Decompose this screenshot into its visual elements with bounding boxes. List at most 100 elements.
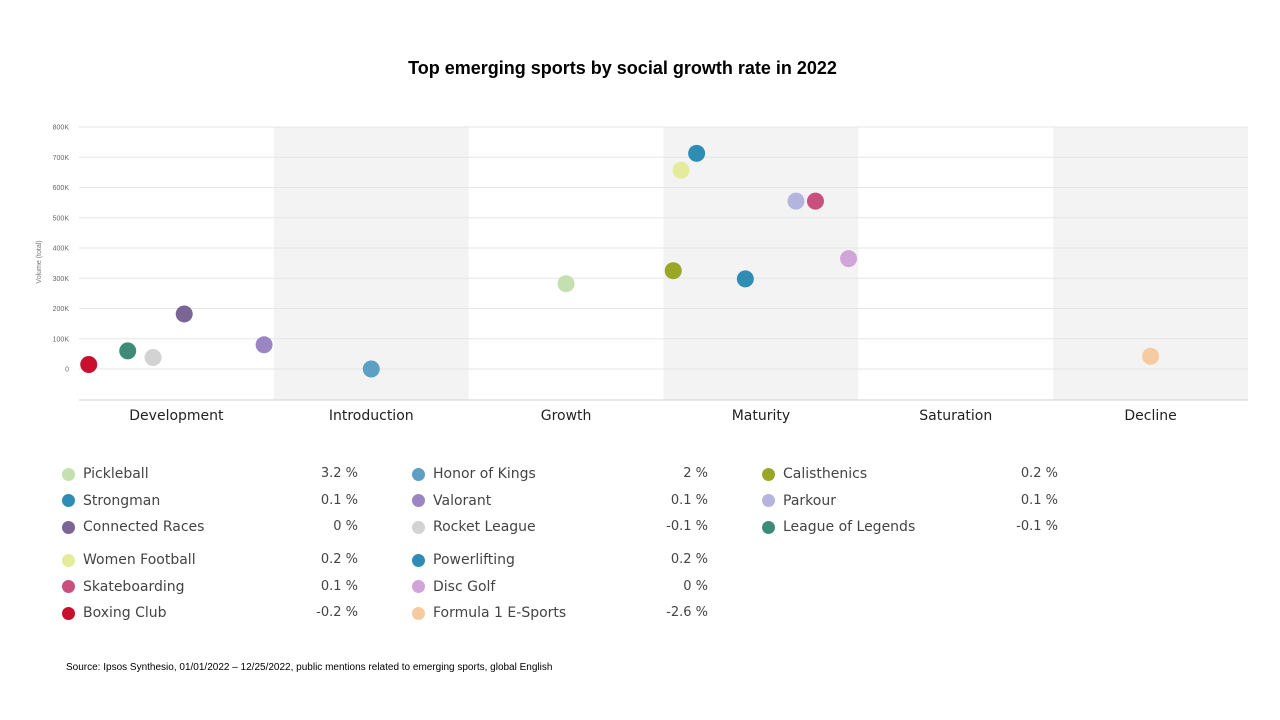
data-points [80, 144, 1160, 378]
legend-value-pickleball: 3.2 % [320, 466, 358, 481]
legend-label: Formula 1 E-Sports [433, 605, 567, 621]
point-league-of-legends [119, 342, 137, 360]
legend-label: League of Legends [783, 519, 916, 535]
stage-label-development: Development [129, 408, 224, 424]
legend-item-connected-races: Connected Races [62, 517, 204, 537]
legend-value-disc-golf: 0 % [683, 578, 708, 594]
grid-lines [79, 126, 1248, 401]
legend-value-valorant: 0.1 % [670, 492, 708, 508]
y-tick-label: 700K [53, 155, 70, 162]
legend-item-pickleball: Pickleball [62, 464, 149, 484]
legend-swatch [412, 606, 425, 620]
stage-bands [273, 127, 1248, 400]
legend-label: Disc Golf [433, 578, 496, 595]
stage-label-growth: Growth [541, 408, 592, 424]
legend-label: Honor of Kings [433, 466, 536, 482]
stage-label-introduction: Introduction [329, 408, 414, 424]
point-honor-of-kings [362, 360, 380, 378]
legend-label: Boxing Club [83, 605, 167, 621]
point-skateboarding [806, 192, 824, 210]
legend-label: Calisthenics [783, 466, 868, 482]
legend-item-parkour: Parkour [762, 491, 836, 511]
legend-value-skateboarding: 0.1 % [320, 578, 358, 594]
legend-label: Valorant [433, 492, 492, 509]
legend-swatch [62, 494, 75, 507]
y-tick-label: 600K [53, 185, 70, 192]
y-tick-label: 0 [65, 367, 69, 374]
scatter-plot: 800K 700K 600K 500K 400K 300K 200K 100K 0 Develo… [36, 125, 1248, 424]
point-disc-golf [840, 250, 858, 268]
legend-value-powerlifting: 0.2 % [670, 552, 708, 567]
legend-swatch [62, 467, 75, 481]
y-tick-label: 200K [53, 306, 70, 313]
point-boxing-club [80, 355, 98, 373]
point-calisthenics [664, 262, 682, 280]
legend-swatch [412, 580, 425, 593]
legend-value-boxing-club: -0.2 % [316, 605, 358, 620]
legend-label: Connected Races [83, 519, 205, 535]
legend-value-honor-of-kings: 2 % [683, 466, 708, 481]
y-axis-title: Volume (total) [36, 240, 43, 283]
legend-swatch [762, 520, 775, 534]
legend-swatch [762, 494, 775, 507]
legend-label: Women Football [83, 552, 196, 568]
y-tick-label: 400K [53, 246, 70, 253]
source-note: Source: Ipsos Synthesio, 01/01/2022 – 12… [66, 662, 553, 673]
legend-value-formula-1-e-sports: -2.6 % [666, 605, 708, 620]
stage-band-introduction [273, 127, 469, 400]
y-tick-label: 100K [53, 336, 70, 343]
y-tick-label: 800K [53, 125, 70, 132]
legend-value-rocket-league: -0.1 % [666, 519, 708, 534]
legend-item-powerlifting: Powerlifting [412, 550, 515, 570]
stage-band-maturity [663, 127, 859, 400]
point-powerlifting [736, 270, 754, 288]
point-valorant [255, 336, 273, 354]
legend-value-connected-races: 0 % [333, 519, 358, 534]
y-tick-label: 300K [53, 276, 70, 283]
legend-item-disc-golf: Disc Golf [412, 577, 495, 597]
legend-item-skateboarding: Skateboarding [62, 577, 185, 597]
legend-label: Parkour [783, 492, 836, 509]
chart-title: Top emerging sports by social growth rat… [408, 58, 837, 78]
legend-label: Strongman [83, 492, 161, 509]
legend-item-rocket-league: Rocket League [412, 517, 536, 537]
legend-item-honor-of-kings: Honor of Kings [412, 464, 536, 484]
point-strongman [688, 144, 706, 162]
legend-swatch [412, 553, 425, 567]
stage-label-maturity: Maturity [732, 408, 790, 424]
point-formula-1-e-sports [1142, 347, 1160, 365]
legend-swatch [412, 467, 425, 481]
legend-swatch [62, 580, 75, 593]
y-axis-ticks: 800K 700K 600K 500K 400K 300K 200K 100K 0 [53, 125, 70, 374]
legend-item-formula-1-e-sports: Formula 1 E-Sports [412, 603, 566, 623]
stage-label-saturation: Saturation [919, 408, 992, 424]
legend-label: Pickleball [83, 466, 149, 482]
legend-label: Powerlifting [433, 552, 515, 568]
legend-item-boxing-club: Boxing Club [62, 603, 167, 623]
legend-swatch [62, 520, 75, 534]
point-rocket-league [144, 349, 162, 367]
stage-labels: Development Introduction Growth Maturity Sat… [129, 408, 1176, 424]
legend-value-strongman: 0.1 % [320, 492, 358, 508]
y-tick-label: 500K [53, 215, 70, 222]
legend-value-women-football: 0.2 % [320, 552, 358, 567]
legend-item-calisthenics: Calisthenics [762, 464, 867, 484]
legend-item-women-football: Women Football [62, 550, 196, 570]
legend-swatch [412, 520, 425, 534]
legend-item-league-of-legends: League of Legends [762, 517, 915, 537]
legend-value-calisthenics: 0.2 % [1020, 466, 1058, 481]
point-women-football [672, 161, 690, 179]
legend-value-league-of-legends: -0.1 % [1016, 519, 1058, 534]
legend-item-strongman: Strongman [62, 491, 160, 511]
legend-label: Rocket League [433, 519, 536, 535]
legend-swatch [412, 494, 425, 507]
point-connected-races [175, 305, 193, 323]
legend-item-valorant: Valorant [412, 491, 491, 511]
legend-label: Skateboarding [83, 578, 185, 595]
point-parkour [787, 192, 805, 210]
legend-swatch [62, 553, 75, 567]
legend-swatch [62, 606, 75, 620]
legend-swatch [762, 467, 775, 481]
legend-value-parkour: 0.1 % [1020, 492, 1058, 508]
stage-label-decline: Decline [1124, 408, 1176, 424]
